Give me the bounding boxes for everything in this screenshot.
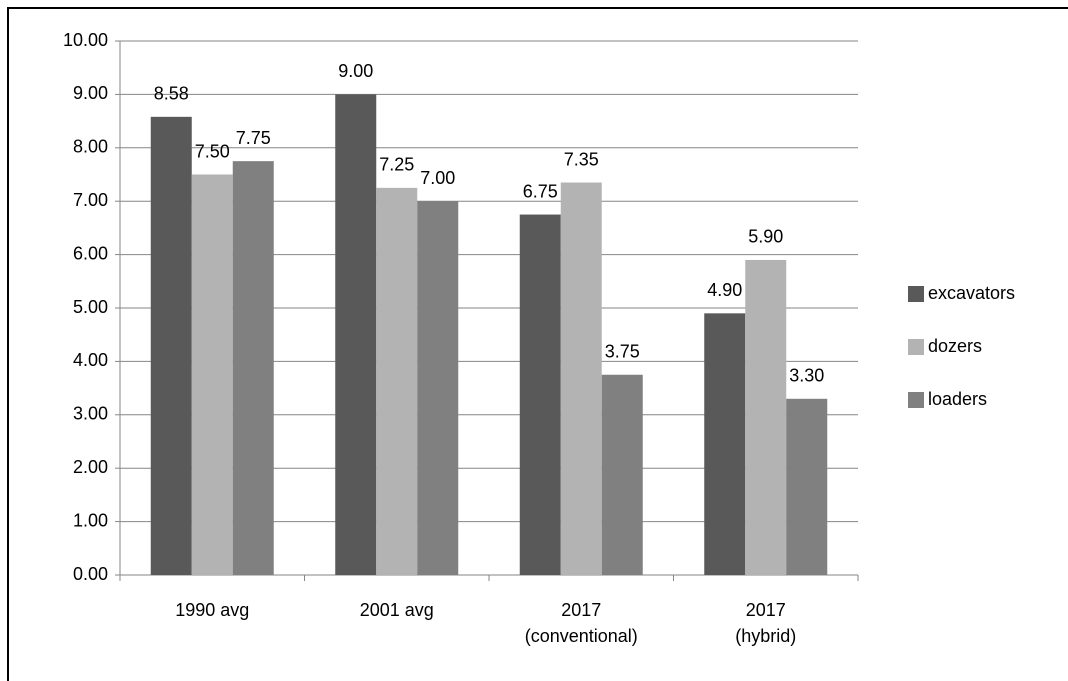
y-tick-label: 4.00 [73,350,108,370]
data-label: 6.75 [523,181,558,201]
bar [191,174,233,575]
x-tick-label: 2017 (hybrid) [735,600,797,646]
y-tick-label: 7.00 [73,190,108,210]
legend-label: loaders [928,389,987,409]
y-tick-label: 0.00 [73,564,108,584]
data-label: 3.30 [789,366,824,386]
x-tick-label: 2001 avg [359,600,434,620]
x-tick-label: 1990 avg [175,600,250,620]
y-tick-label: 10.00 [63,30,108,50]
bar [560,182,602,575]
data-label: 7.25 [379,155,414,175]
bar [601,374,643,575]
data-label: 5.90 [748,227,783,247]
bar [745,259,787,575]
legend-swatch [908,392,924,408]
bar [150,116,192,575]
bar [417,201,459,575]
data-label: 3.75 [605,342,640,362]
y-tick-label: 5.00 [73,297,108,317]
legend-swatch [908,339,924,355]
data-label: 7.50 [195,141,230,161]
bar [786,398,828,575]
data-label: 4.90 [707,280,742,300]
x-tick-label: 2017 (conventional) [524,600,638,646]
bar [232,161,274,575]
data-label: 7.35 [564,149,599,169]
y-tick-label: 1.00 [73,510,108,530]
legend-label: excavators [928,283,1015,303]
y-tick-label: 8.00 [73,137,108,157]
y-tick-label: 9.00 [73,83,108,103]
bar [519,214,561,576]
bar [376,187,418,575]
legend-label: dozers [928,336,982,356]
y-tick-label: 2.00 [73,457,108,477]
legend-swatch [908,286,924,302]
bar [335,94,377,576]
data-label: 7.75 [236,128,271,148]
bar [704,313,746,575]
data-label: 8.58 [154,84,189,104]
data-label: 9.00 [338,61,373,81]
y-tick-label: 6.00 [73,243,108,263]
data-label: 7.00 [420,168,455,188]
y-tick-label: 3.00 [73,404,108,424]
